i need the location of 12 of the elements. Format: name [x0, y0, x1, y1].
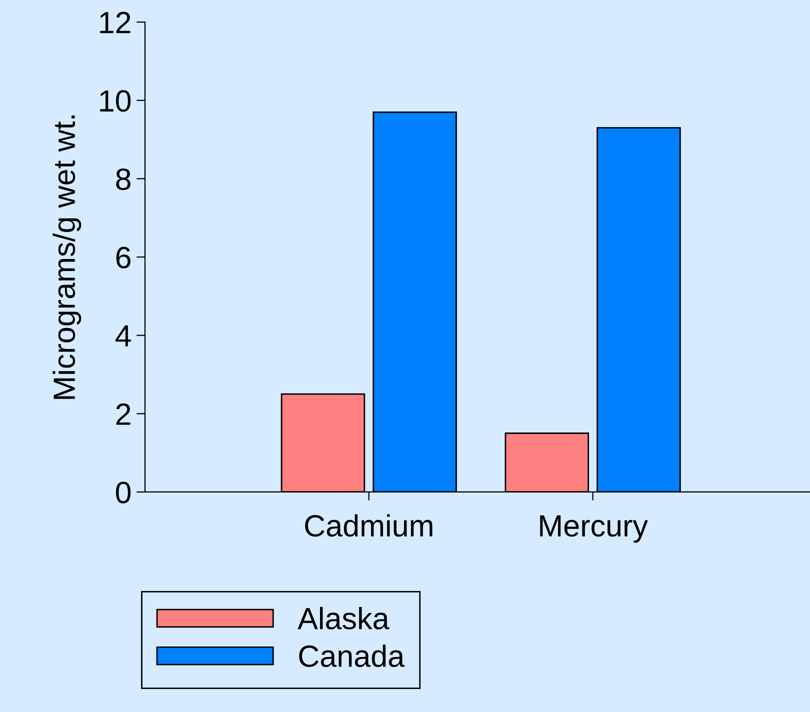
y-tick-label: 6: [116, 246, 130, 268]
x-tick-label: Cadmium: [305, 514, 432, 537]
y-tick-label: 4: [116, 325, 131, 346]
y-tick-label: 0: [116, 482, 131, 504]
legend-label: Alaska: [298, 606, 390, 630]
y-tick-label: 10: [100, 90, 131, 112]
y-tick-label: 8: [116, 168, 130, 190]
y-tick-label: 12: [100, 12, 130, 34]
y-axis-title: Micrograms/g wet wt.: [52, 115, 82, 399]
legend-label: Canada: [299, 644, 405, 668]
y-tick-label: 2: [116, 403, 130, 425]
x-tick-label: Mercury: [540, 515, 648, 543]
